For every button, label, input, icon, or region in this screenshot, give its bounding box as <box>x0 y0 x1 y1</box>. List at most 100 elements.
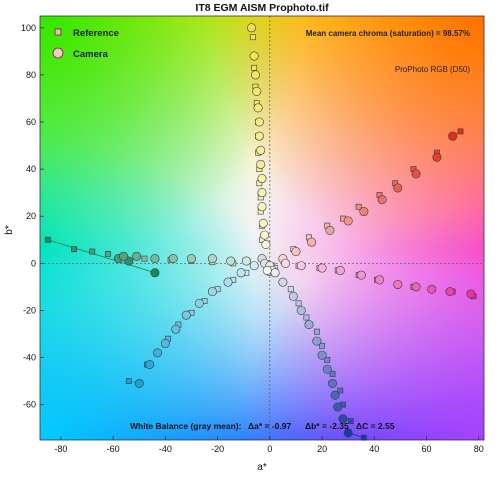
blue-camera-point <box>328 378 338 388</box>
series-blue <box>278 277 367 441</box>
magenta-camera-point <box>411 282 421 292</box>
y-tick-label: 60 <box>26 117 36 127</box>
y-tick-label: 20 <box>26 211 36 221</box>
magenta-camera-point <box>375 275 385 285</box>
yellow-camera-point <box>257 202 267 212</box>
cyan-camera-point <box>207 287 217 297</box>
legend: Reference Camera <box>52 28 119 60</box>
y-tick-label: 40 <box>26 164 36 174</box>
green-camera-point <box>168 254 178 264</box>
x-axis-label: a* <box>257 462 267 473</box>
yellow-camera-point <box>254 117 264 127</box>
yellow-camera-point <box>247 23 257 33</box>
x-tick-label: -20 <box>211 444 224 454</box>
cyan-camera-point <box>223 277 233 287</box>
wb-delta-a: Δa* = -0.97 <box>248 421 291 431</box>
yellow-camera-point <box>256 159 266 169</box>
legend-reference-marker <box>54 28 62 36</box>
blue-reference-point <box>360 434 367 441</box>
legend-camera-marker <box>52 47 64 59</box>
neutral-camera-point <box>262 265 272 275</box>
yellow-camera-point <box>252 86 262 96</box>
blue-reference-point <box>329 371 336 377</box>
cyan-camera-point <box>236 268 246 278</box>
blue-camera-point <box>278 277 288 287</box>
wb-delta-c: ΔC = 2.55 <box>356 421 395 431</box>
green-reference-point <box>44 236 51 243</box>
series-layer <box>44 23 477 441</box>
blue-camera-point <box>288 291 298 301</box>
cyan-camera-point <box>134 378 144 388</box>
blue-camera-point <box>304 320 314 330</box>
magenta-camera-point <box>445 287 455 297</box>
yellow-camera-point <box>257 188 267 198</box>
chroma-annotation: Mean camera chroma (saturation) = 98.57% <box>306 29 470 38</box>
series-neutral <box>257 254 280 278</box>
colorspace-annotation: ProPhoto RGB (D50) <box>395 65 470 74</box>
cyan-camera-point <box>194 298 204 308</box>
y-tick-label: 80 <box>26 70 36 80</box>
green-camera-point <box>119 251 129 261</box>
series-cyan <box>125 261 259 388</box>
legend-camera-label: Camera <box>73 49 109 60</box>
blue-reference-point <box>337 387 344 394</box>
magenta-camera-point <box>393 280 403 290</box>
x-tick-label: 20 <box>317 444 327 454</box>
magenta-camera-point <box>281 258 291 268</box>
x-tick-label: -60 <box>107 444 120 454</box>
cyan-camera-point <box>145 360 155 370</box>
x-tick-label: 0 <box>267 444 272 454</box>
red-camera-point <box>432 152 442 162</box>
cyan-camera-point <box>249 261 259 271</box>
magenta-camera-point <box>427 284 437 294</box>
legend-reference-label: Reference <box>73 28 119 39</box>
x-tick-label: 40 <box>369 444 379 454</box>
blue-camera-point <box>312 336 322 346</box>
red-camera-point <box>411 169 421 179</box>
x-tick-label: 80 <box>474 444 484 454</box>
yellow-camera-point <box>258 218 268 228</box>
magenta-camera-point <box>335 265 345 275</box>
neutral-camera-point <box>270 268 280 278</box>
magenta-camera-point <box>317 263 327 273</box>
blue-reference-point <box>287 286 294 293</box>
green-connector <box>47 239 156 274</box>
red-camera-point <box>377 195 387 205</box>
x-tick-label: 60 <box>422 444 432 454</box>
red-reference-point <box>355 203 362 210</box>
x-tick-label: -40 <box>159 444 172 454</box>
green-camera-point <box>226 256 236 266</box>
red-camera-point <box>393 183 403 193</box>
cyan-reference-point <box>125 378 132 385</box>
blue-camera-point <box>322 364 332 374</box>
y-tick-label: 0 <box>31 258 36 268</box>
yellow-camera-point <box>261 239 271 249</box>
blue-camera-point <box>317 350 327 360</box>
green-camera-point <box>150 268 160 278</box>
green-camera-point <box>132 251 142 261</box>
blue-reference-point <box>347 418 354 425</box>
red-camera-point <box>291 247 301 257</box>
y-tick-label: -40 <box>23 353 36 363</box>
magenta-camera-point <box>296 261 306 271</box>
x-tick-label: -80 <box>54 444 67 454</box>
blue-reference-point <box>319 342 325 349</box>
y-tick-label: -20 <box>23 305 36 315</box>
blue-reference-point <box>295 300 302 307</box>
magenta-camera-point <box>356 270 366 280</box>
green-reference-point <box>105 251 111 257</box>
green-reference-point <box>89 248 96 255</box>
green-reference-point <box>71 246 77 253</box>
blue-camera-point <box>330 390 340 400</box>
y-tick-label: 100 <box>21 23 36 33</box>
chart-title: IT8 EGM AISM Prophoto.tif <box>195 2 329 14</box>
green-camera-point <box>207 254 217 264</box>
green-reference-point <box>141 255 148 262</box>
yellow-camera-point <box>253 103 263 113</box>
wb-delta-b: Δb* = -2.35 <box>305 421 349 431</box>
y-axis: -60 -40 -20 0 20 40 60 80 100 <box>21 23 44 410</box>
red-camera-point <box>448 131 458 141</box>
series-yellow <box>247 23 271 249</box>
x-axis: -80 -60 -40 -20 0 20 40 60 80 <box>54 436 484 454</box>
